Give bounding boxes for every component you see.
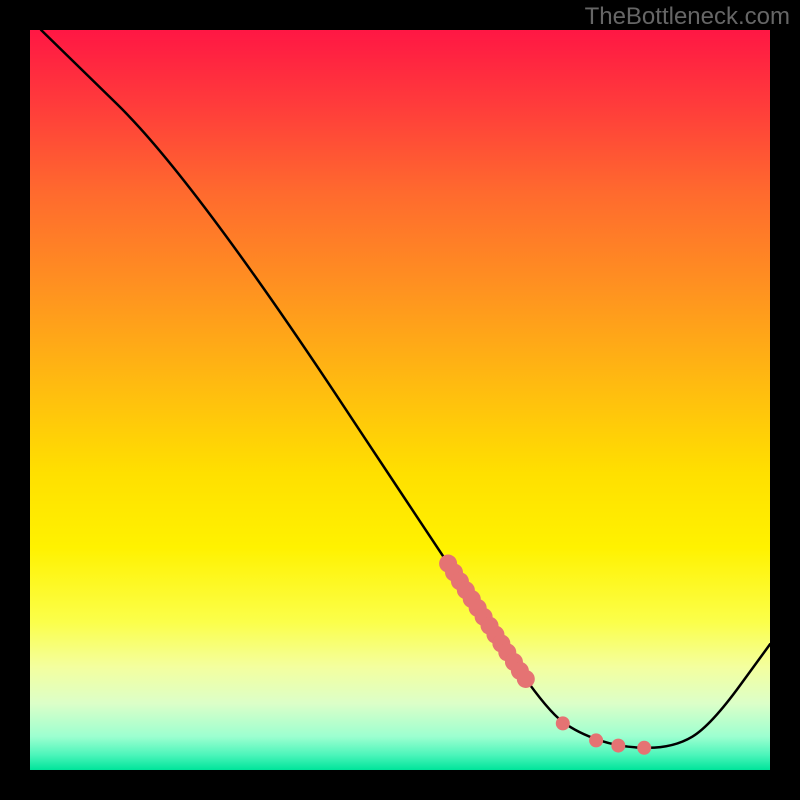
data-marker [556,716,570,730]
bottleneck-chart [30,30,770,770]
data-marker [517,670,535,688]
watermark-text: TheBottleneck.com [585,3,790,31]
data-marker [637,741,651,755]
data-marker [611,739,625,753]
chart-container [30,30,770,770]
chart-background [30,30,770,770]
data-marker [589,733,603,747]
